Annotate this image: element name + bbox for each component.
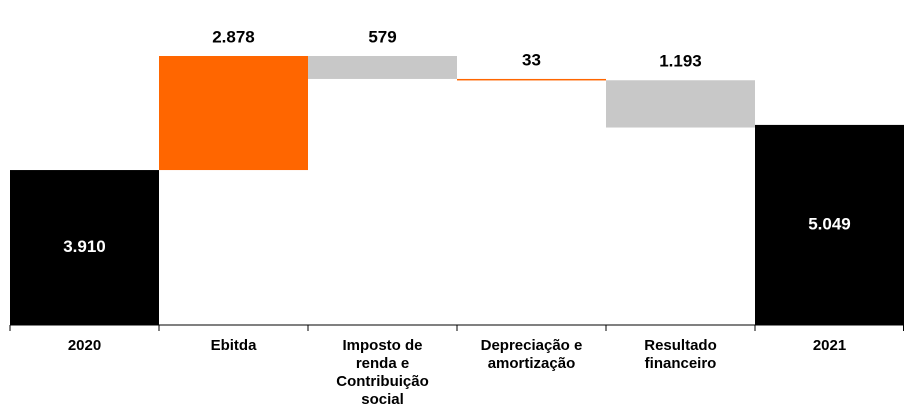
bar	[159, 56, 308, 171]
category-label: 2020	[67, 337, 102, 354]
bar	[457, 78, 606, 81]
bar	[755, 124, 904, 326]
value-label: 3.910	[63, 237, 106, 256]
value-label: 5.049	[808, 214, 851, 233]
value-label: 579	[368, 27, 396, 46]
value-label: 2.878	[212, 27, 255, 46]
category-label: Depreciação e amortização	[480, 337, 583, 372]
bar	[10, 170, 159, 325]
category-label: Resultado financeiro	[644, 337, 717, 372]
value-label: 1.193	[659, 52, 702, 71]
category-label: 2021	[812, 337, 847, 354]
bar	[606, 80, 755, 128]
value-label: 33	[522, 50, 541, 69]
category-label: Ebitda	[210, 337, 257, 354]
category-label: Imposto de renda e Contribuição social	[336, 337, 429, 408]
bar	[308, 56, 457, 79]
